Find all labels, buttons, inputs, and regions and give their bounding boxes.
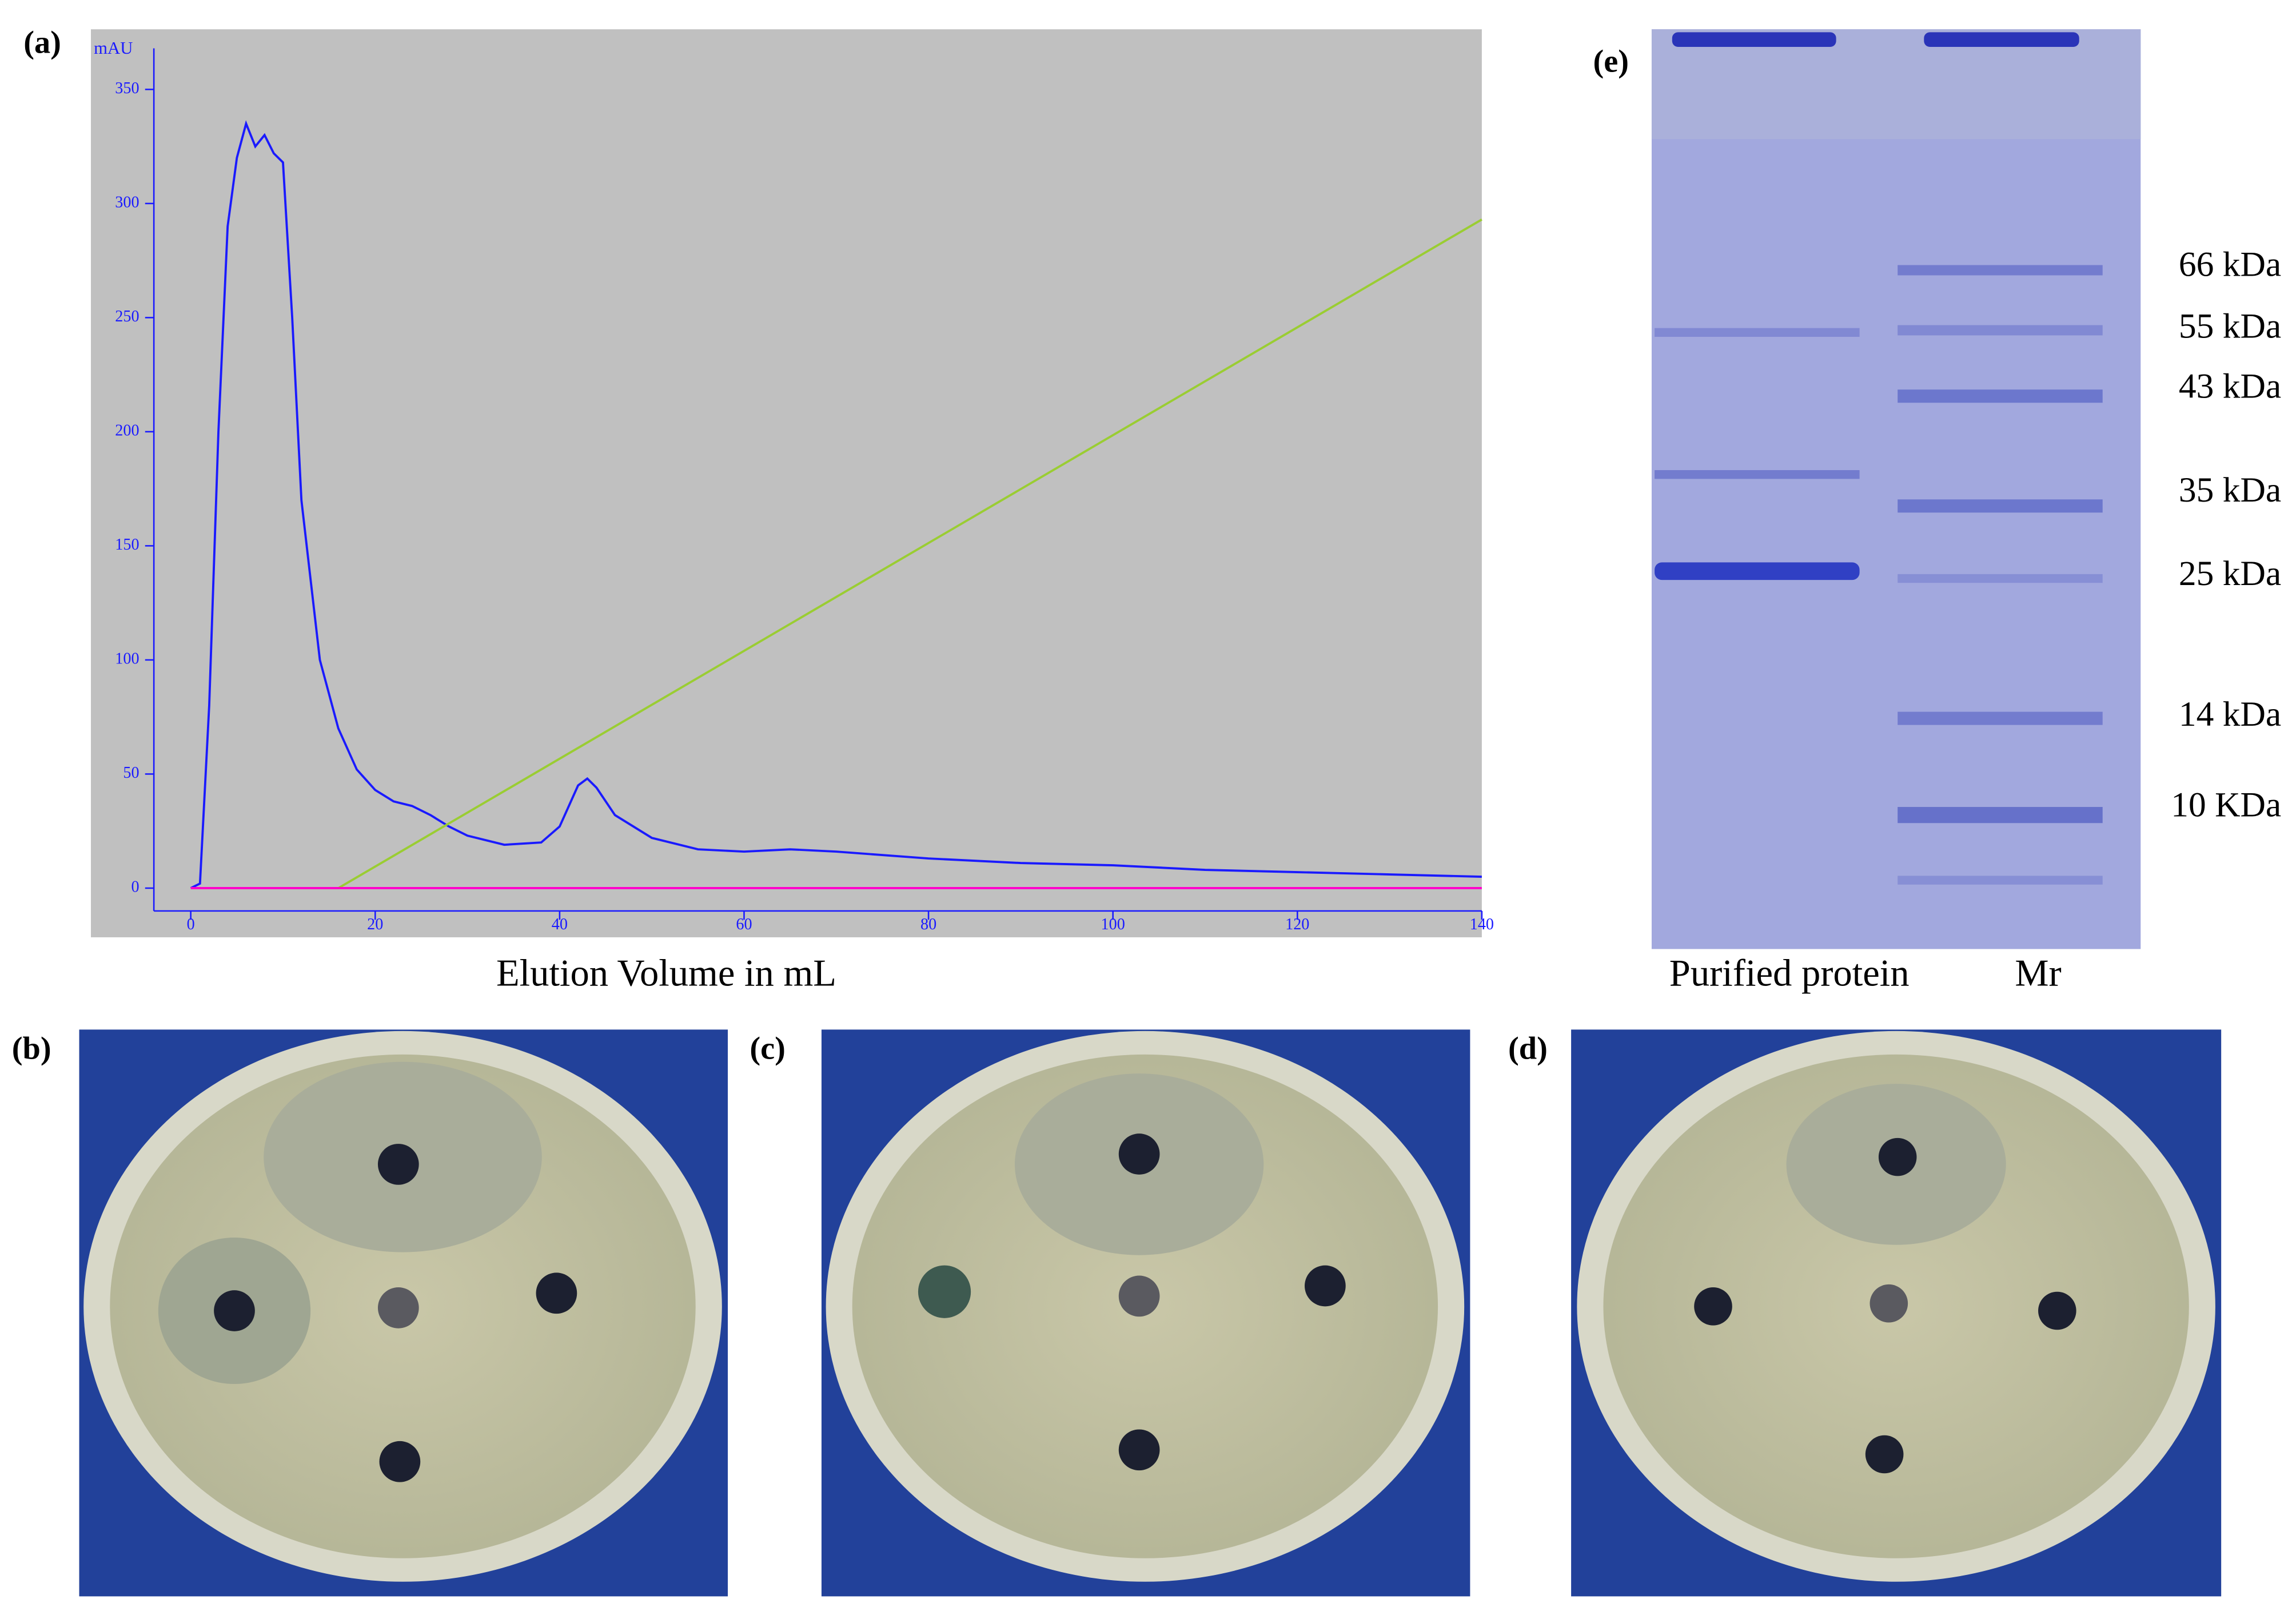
well	[214, 1290, 255, 1331]
panel-label: (d)	[1508, 1031, 1548, 1067]
y-tick-label: 150	[115, 536, 139, 554]
x-tick-label: 0	[187, 916, 195, 933]
band	[1898, 265, 2103, 276]
x-tick-label: 40	[552, 916, 568, 933]
x-tick-label: 140	[1470, 916, 1494, 933]
marker-label: 35 kDa	[2179, 471, 2281, 510]
y-unit: mAU	[94, 38, 133, 58]
band	[1898, 325, 2103, 336]
well	[536, 1272, 577, 1314]
well	[2038, 1291, 2076, 1330]
well	[377, 1287, 419, 1328]
band	[1898, 711, 2103, 725]
marker-label: 10 KDa	[2171, 786, 2281, 825]
well	[377, 1144, 419, 1185]
well	[1865, 1435, 1904, 1474]
bands	[1655, 265, 2103, 885]
well	[1672, 32, 1836, 47]
band	[1655, 562, 1860, 580]
x-tick-label: 120	[1285, 916, 1309, 933]
gel-labels: 66 kDa 55 kDa 43 kDa 35 kDa 25 kDa 14 kDa 10 K…	[2171, 245, 2281, 825]
x-tick-label: 80	[920, 916, 936, 933]
y-tick-label: 350	[115, 79, 139, 97]
marker-label: 55 kDa	[2179, 307, 2281, 345]
lane-label: Purified protein	[1669, 952, 1910, 994]
dish-panel	[1571, 1029, 2222, 1597]
x-tick-label: 100	[1101, 916, 1125, 933]
well	[1118, 1429, 1160, 1471]
well	[1878, 1137, 1917, 1176]
marker-label: 66 kDa	[2179, 245, 2281, 284]
band	[1655, 470, 1860, 479]
marker-label: 14 kDa	[2179, 695, 2281, 734]
band	[1898, 574, 2103, 583]
lane-label: Mr	[2015, 952, 2061, 994]
band	[1898, 389, 2103, 403]
plot: 0 50 100 150 200 250 300 350 0 20 40 60 80 100 120 140	[115, 48, 1494, 933]
well	[918, 1265, 971, 1318]
band	[1898, 499, 2103, 513]
band	[1655, 328, 1860, 337]
gel	[1651, 29, 2141, 949]
gel-well-area	[1651, 29, 2141, 140]
y-tick-label: 100	[115, 650, 139, 667]
series-line	[190, 120, 1482, 889]
well	[1694, 1287, 1732, 1326]
dish-panel	[79, 1029, 728, 1597]
well	[1924, 32, 2079, 47]
marker-label: 25 kDa	[2179, 554, 2281, 593]
well	[1870, 1284, 1908, 1323]
panel-label: (c)	[750, 1031, 786, 1067]
panel-label: (e)	[1593, 44, 1629, 79]
dish-panel	[821, 1029, 1470, 1597]
x-tick-label: 60	[736, 916, 752, 933]
panel-label: (b)	[12, 1031, 51, 1067]
y-tick-label: 200	[115, 421, 139, 439]
well	[1118, 1133, 1160, 1175]
band	[1898, 876, 2103, 885]
well	[1118, 1275, 1160, 1317]
panel-label: (a)	[23, 25, 61, 60]
plot-background	[91, 29, 1482, 937]
y-tick-label: 50	[123, 764, 139, 782]
x-axis-label: Elution Volume in mL	[496, 952, 836, 994]
y-tick-label: 250	[115, 308, 139, 325]
y-tick-label: 0	[131, 878, 139, 896]
x-tick-label: 20	[367, 916, 383, 933]
well	[1305, 1265, 1346, 1307]
y-tick-label: 300	[115, 193, 139, 211]
well	[379, 1441, 421, 1482]
band	[1898, 807, 2103, 824]
marker-label: 43 kDa	[2179, 367, 2281, 405]
